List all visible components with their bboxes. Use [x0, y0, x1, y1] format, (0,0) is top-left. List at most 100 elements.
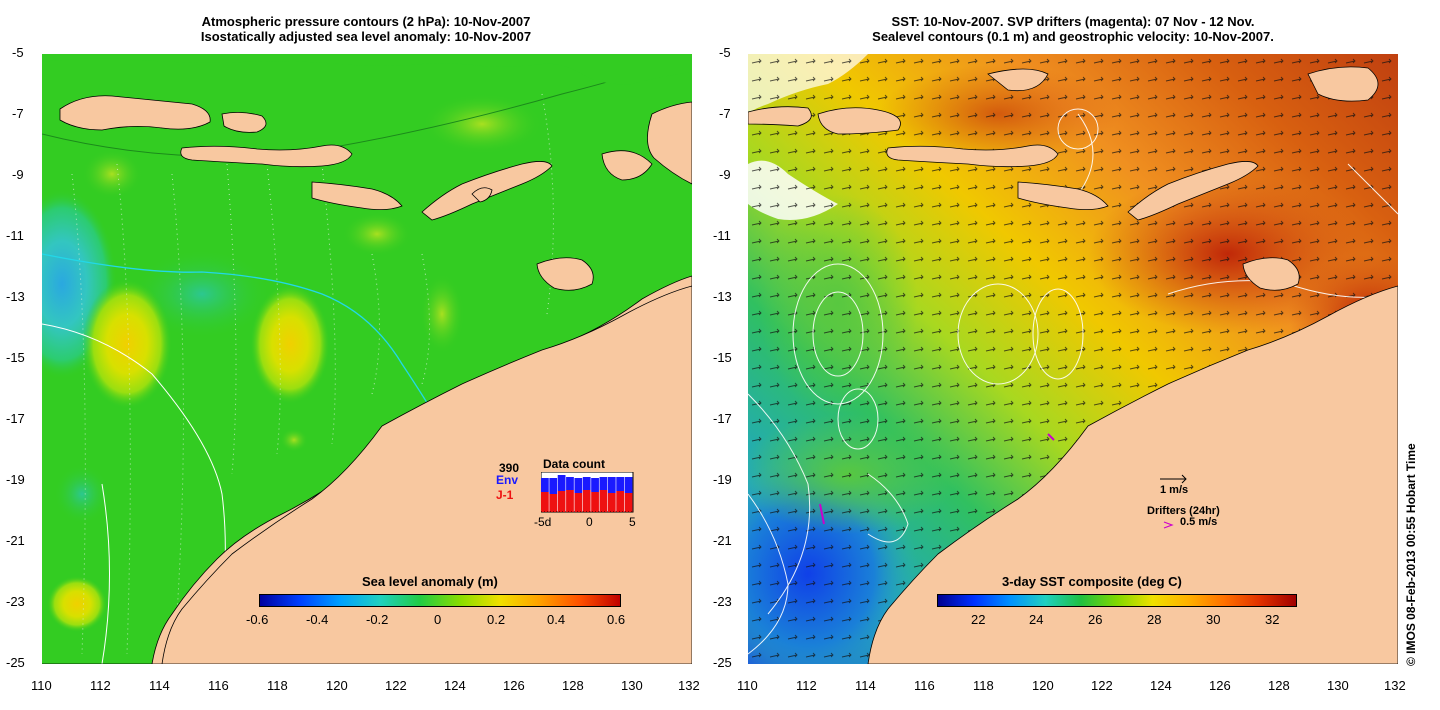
- colorbar-tick: -0.6: [246, 612, 269, 627]
- left-x-tick: 132: [678, 678, 700, 693]
- data-count-title: Data count: [543, 457, 606, 471]
- colorbar-tick: 22: [971, 612, 986, 627]
- data-count-env-bar: [616, 477, 625, 491]
- left-x-tick: 130: [621, 678, 643, 693]
- left-x-tick: 120: [326, 678, 348, 693]
- data-count-tick: 5: [629, 515, 636, 529]
- right-x-tick: 110: [737, 678, 758, 693]
- data-count-tick: -5d: [534, 515, 552, 529]
- data-count-env-bar: [624, 477, 633, 493]
- data-count-env-bar: [591, 478, 599, 492]
- right-title-line1: SST: 10-Nov-2007. SVP drifters (magenta)…: [891, 14, 1255, 29]
- data-count-env-bar: [549, 478, 558, 494]
- data-count-j1-bar: [574, 493, 583, 512]
- data-count-env-bar: [566, 477, 574, 490]
- sst-colorbar: [937, 594, 1297, 607]
- right-x-tick: 114: [855, 678, 876, 693]
- colorbar-tick: 0.4: [547, 612, 566, 627]
- left-x-tick: 124: [444, 678, 466, 693]
- data-count-env-bar: [582, 477, 591, 490]
- left-y-tick: -23: [6, 594, 25, 609]
- data-count-j1-bar: [541, 492, 549, 512]
- data-count-j1-bar: [599, 490, 608, 512]
- data-count-total: 390: [499, 461, 520, 475]
- sea-level-colorbar: [259, 594, 621, 607]
- left-y-tick: -11: [6, 228, 24, 243]
- data-count-env-bar: [541, 478, 549, 492]
- right-x-tick: 120: [1032, 678, 1054, 693]
- right-x-tick: 124: [1150, 678, 1172, 693]
- data-count-env-label: Env: [496, 473, 519, 487]
- right-y-tick: -7: [719, 106, 731, 121]
- left-y-tick: -5: [12, 45, 24, 60]
- left-y-tick: -15: [6, 350, 25, 365]
- colorbar-tick: 24: [1029, 612, 1044, 627]
- right-y-tick: -21: [713, 533, 732, 548]
- left-y-tick: -9: [12, 167, 24, 182]
- colorbar-tick: 0.6: [607, 612, 626, 627]
- left-x-tick: 122: [385, 678, 407, 693]
- left-y-tick: -21: [6, 533, 25, 548]
- colorbar-tick: 26: [1088, 612, 1103, 627]
- left-panel-title: Atmospheric pressure contours (2 hPa): 1…: [40, 14, 692, 44]
- right-y-tick: -19: [713, 472, 732, 487]
- data-count-j1-bar: [557, 491, 566, 512]
- left-x-tick: 118: [267, 678, 288, 693]
- left-title-line2: Isostatically adjusted sea level anomaly…: [200, 29, 532, 44]
- right-y-tick: -13: [713, 289, 732, 304]
- data-count-bar-chart: [541, 472, 634, 513]
- data-count-env-bar: [557, 475, 566, 491]
- right-y-tick: -15: [713, 350, 732, 365]
- right-x-tick: 126: [1209, 678, 1231, 693]
- left-x-tick: 110: [31, 678, 52, 693]
- colorbar-tick: 28: [1147, 612, 1162, 627]
- colorbar-tick: 30: [1206, 612, 1221, 627]
- data-count-env-bar: [607, 477, 616, 493]
- imos-credit: © IMOS 08-Feb-2013 00:55 Hobart Time: [1404, 443, 1418, 666]
- right-x-tick: 122: [1091, 678, 1113, 693]
- left-y-tick: -19: [6, 472, 25, 487]
- right-y-tick: -17: [713, 411, 732, 426]
- sst-map: [748, 54, 1398, 664]
- sst-colorbar-title: 3-day SST composite (deg C): [1002, 574, 1182, 589]
- data-count-env-bar: [574, 478, 583, 493]
- data-count-j1-bar: [549, 494, 558, 512]
- right-title-line2: Sealevel contours (0.1 m) and geostrophi…: [872, 29, 1274, 44]
- data-count-j1-bar: [591, 492, 599, 512]
- data-count-j1-label: J-1: [496, 488, 514, 502]
- left-x-tick: 128: [562, 678, 584, 693]
- left-x-tick: 114: [149, 678, 170, 693]
- data-count-j1-bar: [624, 493, 633, 512]
- left-x-tick: 116: [208, 678, 229, 693]
- right-y-tick: -23: [713, 594, 732, 609]
- data-count-j1-bar: [566, 490, 574, 512]
- left-y-tick: -25: [6, 655, 25, 670]
- right-x-tick: 130: [1327, 678, 1349, 693]
- data-count-j1-bar: [616, 491, 625, 512]
- data-count-j1-bar: [607, 493, 616, 512]
- right-x-tick: 112: [796, 678, 817, 693]
- colorbar-tick: -0.4: [306, 612, 329, 627]
- right-x-tick: 132: [1384, 678, 1406, 693]
- right-panel-title: SST: 10-Nov-2007. SVP drifters (magenta)…: [748, 14, 1398, 44]
- right-y-tick: -11: [713, 228, 731, 243]
- sea-level-anomaly-map: [42, 54, 692, 664]
- colorbar-tick: 0.2: [487, 612, 506, 627]
- colorbar-tick: -0.2: [366, 612, 389, 627]
- left-y-tick: -17: [6, 411, 25, 426]
- left-x-tick: 112: [90, 678, 111, 693]
- right-x-tick: 116: [914, 678, 935, 693]
- colorbar-tick: 0: [434, 612, 442, 627]
- left-title-line1: Atmospheric pressure contours (2 hPa): 1…: [201, 14, 531, 29]
- right-y-tick: -25: [713, 655, 732, 670]
- data-count-env-bar: [599, 477, 608, 490]
- left-y-tick: -13: [6, 289, 25, 304]
- data-count-tick: 0: [586, 515, 593, 529]
- left-x-tick: 126: [503, 678, 525, 693]
- drifter-speed-label: 0.5 m/s: [1180, 516, 1218, 528]
- sea-level-colorbar-title: Sea level anomaly (m): [362, 574, 498, 589]
- right-x-tick: 128: [1268, 678, 1290, 693]
- velocity-scale-label: 1 m/s: [1160, 484, 1189, 496]
- drifter-legend-label: Drifters (24hr): [1147, 505, 1220, 517]
- left-y-tick: -7: [12, 106, 24, 121]
